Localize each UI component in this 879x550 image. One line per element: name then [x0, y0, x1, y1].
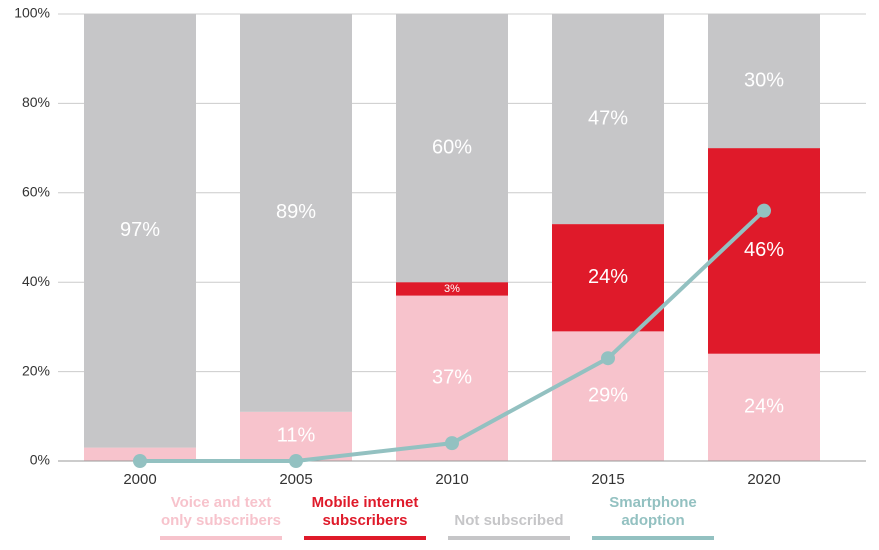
data-label: 29% — [588, 384, 628, 406]
bar-segment — [396, 295, 508, 461]
legend: Voice and text only subscribers Mobile in… — [160, 494, 714, 540]
data-label: 30% — [744, 69, 784, 91]
data-label: 37% — [432, 367, 472, 389]
legend-swatch — [448, 536, 570, 540]
y-tick-label: 40% — [22, 273, 50, 289]
legend-label: Smartphone adoption — [609, 494, 697, 529]
x-tick-label: 2015 — [591, 471, 624, 488]
data-label: 46% — [744, 239, 784, 261]
data-label: 11% — [277, 425, 316, 447]
data-label: 89% — [276, 201, 316, 223]
line-point — [757, 203, 771, 218]
chart: 0% 20% 40% 60% 80% 100% 2000 3% 97% 2005 11% 89% 201… — [14, 5, 866, 488]
x-tick-label: 2000 — [123, 471, 156, 488]
bar-segment — [708, 148, 820, 354]
legend-swatch — [160, 536, 282, 540]
bar-segment — [708, 14, 820, 149]
y-tick-label: 0% — [30, 452, 50, 468]
data-label: 97% — [120, 219, 160, 241]
legend-swatch — [592, 536, 714, 540]
legend-item: Not subscribed — [448, 494, 570, 540]
bar-segment — [552, 224, 664, 332]
data-label: 24% — [588, 266, 628, 288]
bar-segment — [84, 14, 196, 448]
x-tick-label: 2020 — [747, 471, 780, 488]
line-point — [133, 454, 147, 468]
legend-label: Not subscribed — [454, 512, 564, 529]
y-tick-label: 80% — [22, 94, 50, 110]
legend-swatch — [304, 536, 426, 540]
bar-segment — [240, 14, 352, 412]
data-label: 47% — [588, 107, 628, 129]
legend-label: Voice and text only subscribers — [160, 494, 282, 529]
legend-item: Mobile internet subscribers — [304, 494, 426, 540]
data-label: 24% — [744, 396, 784, 418]
legend-label: Mobile internet subscribers — [311, 494, 419, 529]
x-tick-label: 2010 — [435, 471, 468, 488]
y-tick-label: 60% — [22, 184, 50, 200]
y-tick-label: 20% — [22, 362, 50, 378]
line-point — [445, 436, 459, 451]
legend-item: Voice and text only subscribers — [160, 494, 282, 540]
bar-segment — [240, 411, 352, 461]
line-point — [601, 351, 615, 366]
data-label: 3% — [444, 283, 460, 295]
x-tick-label: 2005 — [279, 471, 312, 488]
bar-segment — [708, 353, 820, 461]
legend-item: Smartphone adoption — [592, 494, 714, 540]
y-tick-label: 100% — [14, 5, 50, 21]
bar-segment — [396, 14, 508, 283]
data-label: 60% — [432, 136, 472, 158]
line-point — [289, 454, 303, 468]
bar-segment — [552, 14, 664, 225]
bar-segment — [396, 282, 508, 296]
